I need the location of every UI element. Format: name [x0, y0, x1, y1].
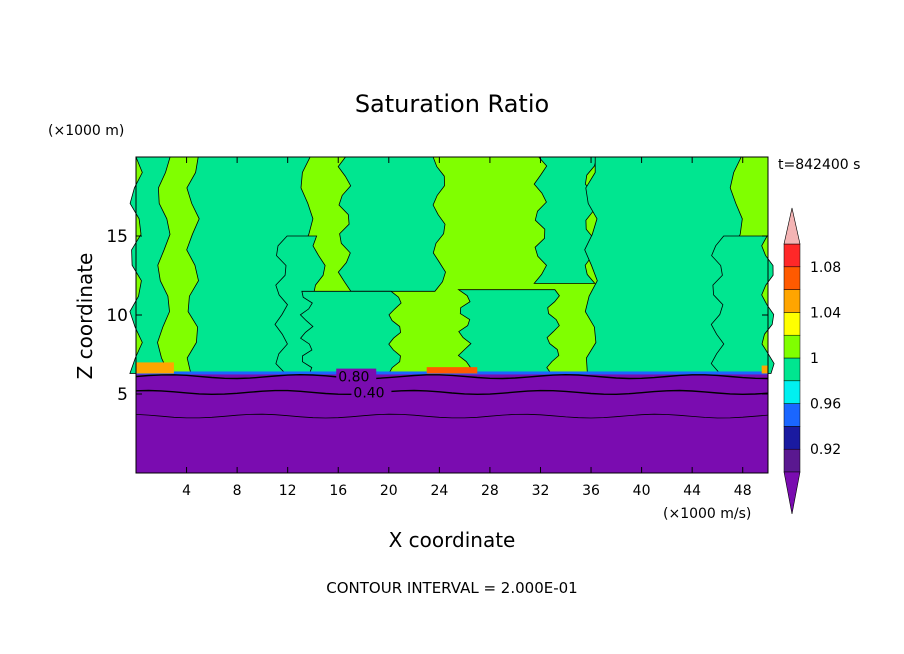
x-tick-label-48: 48 [734, 483, 752, 499]
colorbar-label-3: 1.04 [810, 305, 841, 321]
x-tick-label-16: 16 [329, 483, 347, 499]
colorbar-label-2: 1 [810, 351, 819, 367]
low-level-field [136, 373, 768, 473]
x-tick-label-24: 24 [430, 483, 448, 499]
x-tick-label-44: 44 [683, 483, 701, 499]
time-label: t=842400 s [778, 157, 860, 173]
colorbar-label-0: 0.92 [810, 442, 841, 458]
contour-line-0.4 [135, 389, 769, 396]
x-tick-label-4: 4 [182, 483, 191, 499]
colorbar: 0.92 0.96 1 1.04 1.08 [783, 207, 841, 515]
contour-label-bg-0.4 [351, 384, 392, 399]
dry-region-5 [457, 289, 560, 374]
surface-band-right-warm [761, 365, 768, 374]
contour-line-0.8 [135, 373, 769, 380]
x-tick-label-36: 36 [582, 483, 600, 499]
contour-interval-label: CONTOUR INTERVAL = 2.000E-01 [326, 579, 577, 597]
colorbar-segment-5 [783, 334, 801, 359]
x-tick-label-28: 28 [481, 483, 499, 499]
y-axis-title: Z coordinate [73, 253, 97, 380]
surface-band-center-warm [426, 367, 478, 374]
y-tick-label-15: 15 [106, 227, 128, 247]
contour-label-0.4: 0.40 [353, 385, 384, 401]
x-tick-label-8: 8 [233, 483, 242, 499]
colorbar-label-1: 0.96 [810, 397, 841, 413]
colorbar-segment-8 [783, 266, 801, 290]
colorbar-segment-7 [783, 289, 801, 313]
chart-title: Saturation Ratio [355, 90, 549, 118]
colorbar-segment-2 [783, 403, 801, 427]
colorbar-label-4: 1.08 [810, 260, 841, 276]
y-tick-label-10: 10 [106, 306, 128, 326]
colorbar-segment-6 [783, 312, 801, 336]
colorbar-segment-1 [783, 426, 801, 450]
surface-band-left-warm [136, 362, 174, 374]
x-tick-label-20: 20 [380, 483, 398, 499]
colorbar-segment-3 [783, 380, 801, 404]
contour-label-0.8: 0.80 [338, 370, 369, 386]
colorbar-over-arrow [783, 207, 801, 245]
dry-region-7 [584, 156, 744, 374]
y-tick-label-5: 5 [117, 385, 128, 405]
x-tick-label-32: 32 [532, 483, 550, 499]
colorbar-segment-9 [783, 243, 801, 268]
y-unit-label: (×1000 m) [48, 123, 124, 139]
colorbar-segment-4 [783, 357, 801, 382]
dry-region-4 [299, 290, 402, 374]
dry-region-8 [710, 235, 775, 374]
x-unit-label: (×1000 m/s) [663, 506, 751, 522]
x-tick-label-12: 12 [279, 483, 297, 499]
colorbar-segment-0 [783, 448, 801, 473]
contour-label-bg-0.8 [336, 368, 377, 383]
contour-line-0.2 [135, 413, 769, 419]
x-axis-title: X coordinate [389, 528, 516, 552]
x-tick-label-40: 40 [633, 483, 651, 499]
colorbar-under-arrow [783, 471, 801, 515]
dry-region-3 [337, 156, 446, 292]
